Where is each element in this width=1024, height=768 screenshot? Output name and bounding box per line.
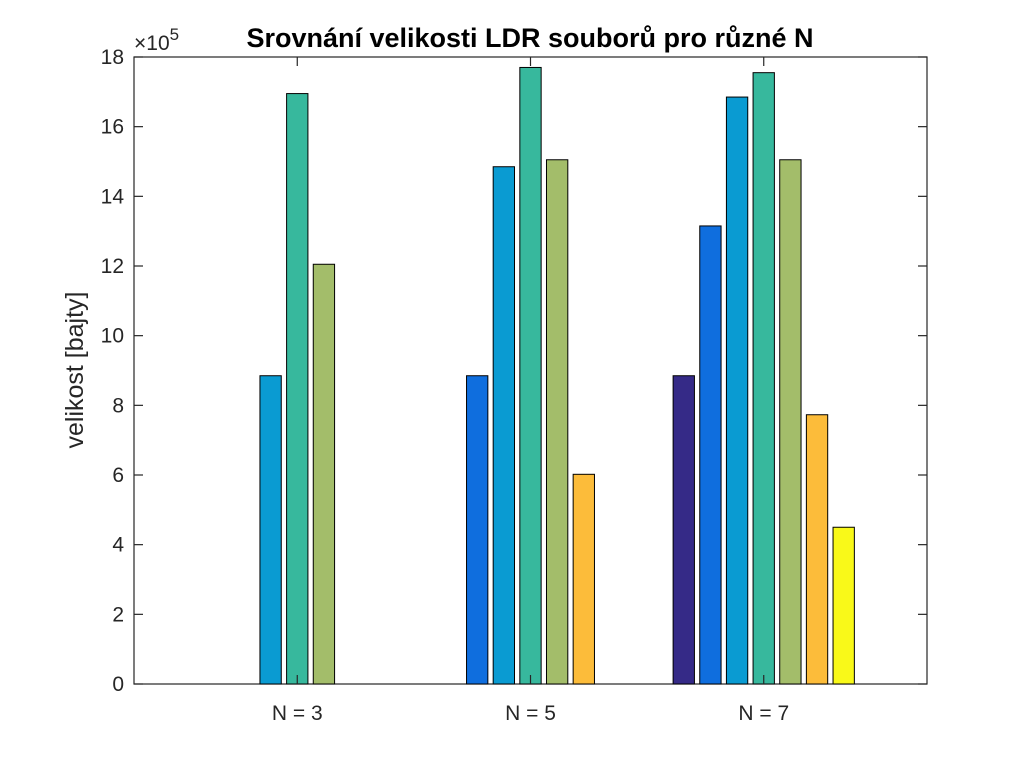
bar-4-n=7: [752, 72, 775, 685]
bar-2-n=7: [699, 225, 722, 685]
bar-6-n=7: [805, 414, 829, 685]
bar-6-n=5: [572, 473, 595, 685]
y-exponent-label: ×105: [134, 25, 179, 55]
y-tick-label: 12: [101, 255, 124, 278]
y-tick-label: 16: [101, 116, 124, 139]
y-tick-label: 0: [112, 673, 124, 696]
y-tick-label: 4: [112, 534, 124, 557]
x-tick-label: N = 7: [738, 702, 789, 725]
bar-7-n=7: [832, 526, 855, 685]
bar-5-n=7: [779, 159, 802, 685]
y-tick-label: 2: [112, 603, 124, 626]
y-tick-label: 10: [101, 325, 124, 348]
bar-4-n=3: [286, 93, 309, 685]
bar-4-n=5: [519, 66, 542, 685]
x-tick-label: N = 3: [272, 702, 323, 725]
x-tick-label: N = 5: [505, 702, 556, 725]
chart-title: Srovnání velikosti LDR souborů pro různé…: [246, 23, 813, 53]
x-axis-ticks: N = 3 N = 5 N = 7: [272, 57, 789, 725]
bar-2-n=5: [466, 375, 489, 685]
bar-5-n=5: [545, 159, 569, 685]
y-tick-label: 14: [101, 185, 125, 208]
y-tick-label: 8: [112, 394, 124, 417]
bar-3-n=3: [259, 375, 282, 685]
bars-group: [259, 66, 855, 685]
y-tick-label: 6: [112, 464, 124, 487]
bar-3-n=5: [492, 166, 515, 685]
y-tick-label: 18: [101, 46, 124, 69]
y-axis-label: velikost [bajty]: [61, 291, 89, 448]
bar-3-n=7: [725, 96, 749, 685]
y-axis-ticks: 0 2 4 6 8 10 12 14 16 18: [101, 46, 927, 696]
bar-5-n=3: [312, 263, 336, 685]
bar-1-n=7: [672, 375, 695, 685]
